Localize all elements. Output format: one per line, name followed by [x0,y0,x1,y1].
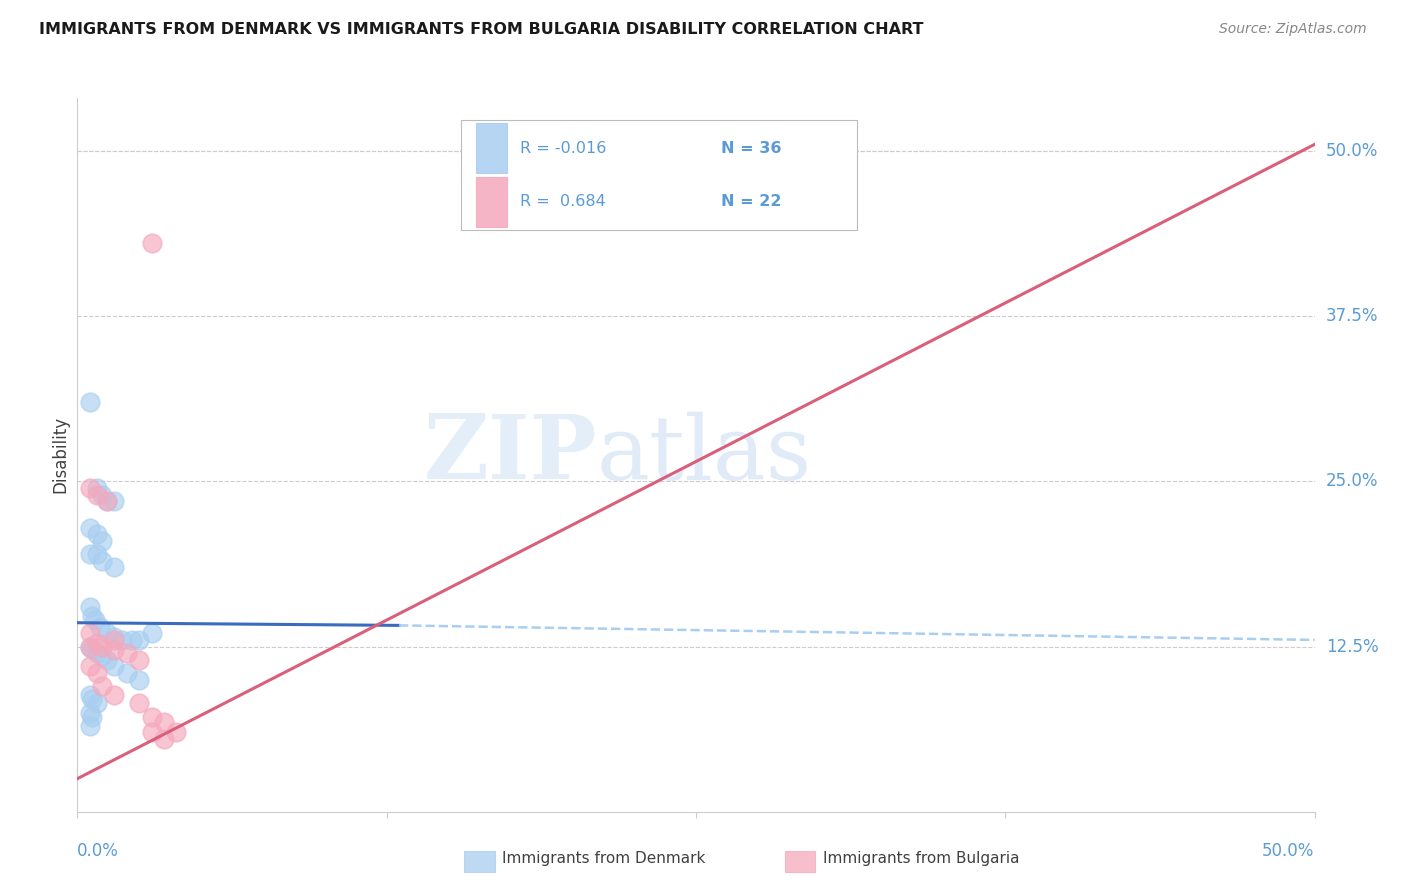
Point [91,679,114,693]
Text: 0.0%: 0.0% [77,842,120,860]
Point [103,494,125,508]
Text: 37.5%: 37.5% [1326,307,1378,326]
Text: N = 36: N = 36 [721,141,782,155]
Point [121,632,143,647]
Y-axis label: Disability: Disability [51,417,69,493]
Point [86,487,108,501]
Point [86,665,108,680]
Point [83,613,105,627]
Point [82,642,104,657]
Point [128,632,150,647]
Text: R =  0.684: R = 0.684 [520,194,606,209]
Point [103,689,125,703]
Point [103,560,125,574]
FancyBboxPatch shape [475,123,506,173]
Point [141,626,163,640]
Point [153,732,176,747]
Point [79,719,101,733]
Point [103,643,125,657]
Point [96,494,118,508]
Text: R = -0.016: R = -0.016 [520,141,606,155]
Point [153,714,176,729]
Point [79,481,101,495]
Point [128,673,150,687]
Text: IMMIGRANTS FROM DENMARK VS IMMIGRANTS FROM BULGARIA DISABILITY CORRELATION CHART: IMMIGRANTS FROM DENMARK VS IMMIGRANTS FR… [39,22,924,37]
Point [86,481,108,495]
Text: 25.0%: 25.0% [1326,473,1378,491]
Point [141,709,163,723]
Point [79,706,101,720]
Point [91,648,114,663]
Point [141,725,163,739]
Point [82,709,104,723]
Point [79,547,101,561]
Point [82,609,104,624]
Text: Immigrants from Bulgaria: Immigrants from Bulgaria [823,851,1019,865]
Point [86,527,108,541]
Point [86,697,108,711]
Point [115,646,138,660]
Point [89,620,111,634]
Point [91,640,114,654]
Point [128,653,150,667]
Point [103,630,125,644]
Point [91,533,114,548]
Point [79,640,101,654]
Point [79,626,101,640]
Point [79,659,101,673]
Text: atlas: atlas [598,411,813,499]
Point [79,520,101,534]
Point [128,697,150,711]
Point [103,659,125,673]
Point [96,653,118,667]
Point [79,689,101,703]
Text: 50.0%: 50.0% [1263,842,1315,860]
Text: 50.0%: 50.0% [1326,142,1378,160]
Point [91,487,114,501]
FancyBboxPatch shape [461,120,856,230]
Text: Source: ZipAtlas.com: Source: ZipAtlas.com [1219,22,1367,37]
Point [86,547,108,561]
Text: N = 22: N = 22 [721,194,782,209]
Point [111,632,134,647]
Point [82,692,104,706]
Text: Immigrants from Denmark: Immigrants from Denmark [502,851,706,865]
Point [79,640,101,654]
Point [91,554,114,568]
Point [96,626,118,640]
Point [141,236,163,251]
FancyBboxPatch shape [475,177,506,227]
Point [96,494,118,508]
Point [86,635,108,649]
Point [103,632,125,647]
Point [115,665,138,680]
Point [165,725,187,739]
Point [79,599,101,614]
Text: 12.5%: 12.5% [1326,638,1378,656]
Point [79,395,101,409]
Text: ZIP: ZIP [423,411,598,499]
Point [86,646,108,660]
